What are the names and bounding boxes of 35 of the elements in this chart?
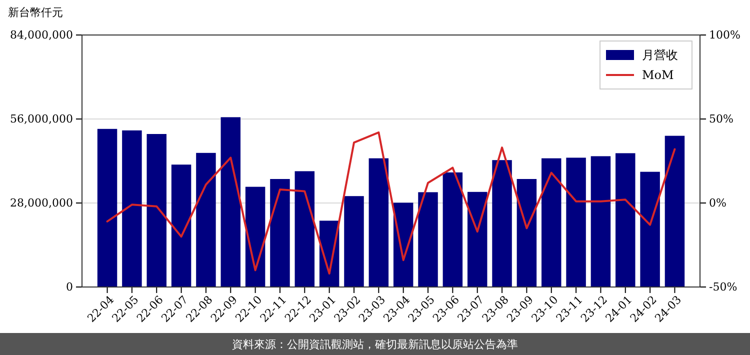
bar bbox=[467, 192, 488, 287]
bar bbox=[294, 171, 315, 287]
bar bbox=[196, 152, 216, 287]
line-series bbox=[106, 131, 676, 275]
y-tick-label: 56,000,000 bbox=[10, 112, 73, 126]
y-tick-label: 28,000,000 bbox=[10, 196, 73, 210]
bar bbox=[368, 158, 389, 287]
legend-label: 月營收 bbox=[642, 48, 678, 62]
bar bbox=[97, 128, 118, 287]
bar bbox=[566, 158, 586, 287]
bar bbox=[344, 196, 364, 287]
bar bbox=[640, 172, 660, 287]
bar bbox=[590, 156, 611, 287]
source-note: 資料來源：公開資訊觀測站，確切最新訊息以原站公告為準 bbox=[232, 338, 518, 351]
y-axis-title: 新台幣仟元 bbox=[8, 6, 63, 19]
y2-tick-label: 50% bbox=[709, 112, 734, 126]
y-tick-label: 0 bbox=[66, 280, 73, 294]
bar bbox=[270, 179, 290, 287]
bar bbox=[171, 164, 192, 287]
bar bbox=[245, 186, 266, 287]
bar bbox=[616, 153, 636, 287]
y-tick-label: 84,000,000 bbox=[10, 28, 73, 42]
bar bbox=[442, 172, 463, 287]
y2-tick-label: -50% bbox=[709, 280, 738, 294]
bar bbox=[220, 117, 240, 287]
bar bbox=[542, 158, 562, 287]
bar bbox=[664, 136, 685, 287]
bar bbox=[122, 130, 142, 287]
bar bbox=[492, 160, 512, 287]
bar bbox=[146, 134, 166, 287]
bar bbox=[418, 192, 438, 287]
y2-tick-label: 0% bbox=[709, 196, 726, 210]
y2-tick-label: 100% bbox=[709, 28, 740, 42]
legend-label: MoM bbox=[642, 68, 674, 82]
bar bbox=[516, 179, 537, 287]
